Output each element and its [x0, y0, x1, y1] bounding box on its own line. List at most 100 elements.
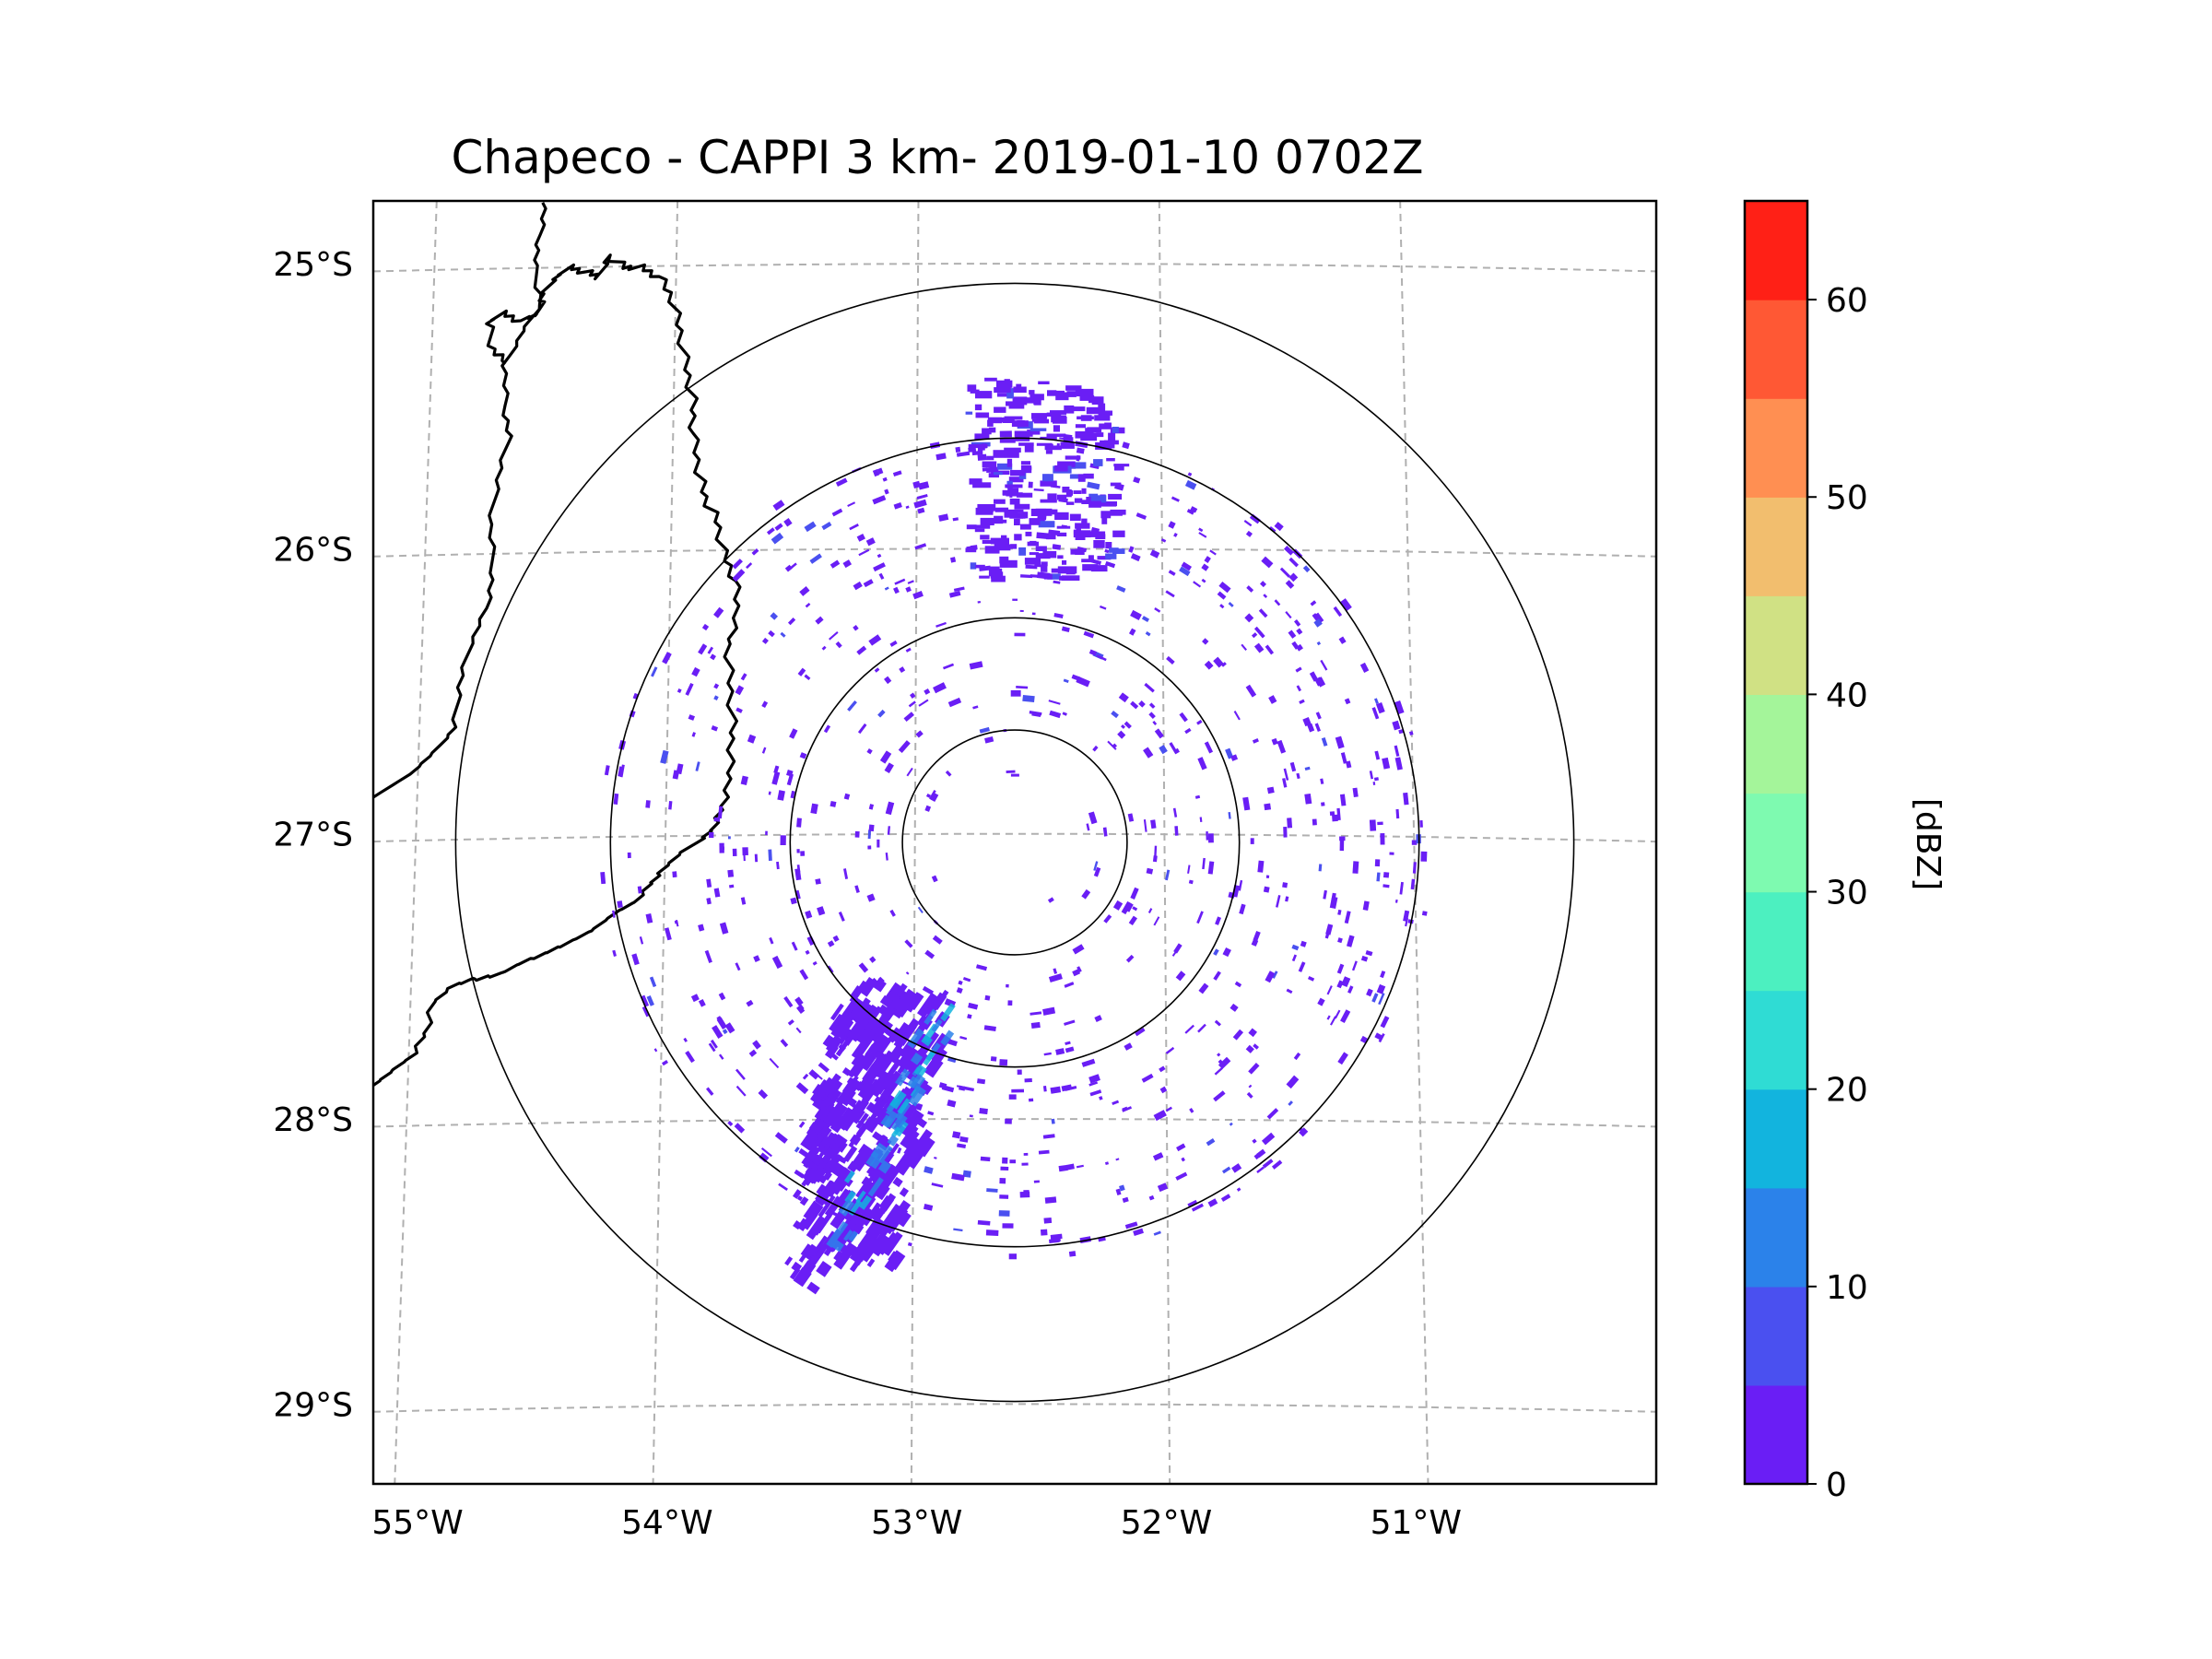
echo-speck [649, 976, 657, 988]
echo-speck [1201, 563, 1209, 571]
echo-speck [872, 468, 880, 477]
chart-title: Chapeco - CAPPI 3 km- 2019-01-10 0702Z [452, 131, 1424, 184]
echo-speck [1332, 814, 1338, 822]
echo-speck [1109, 547, 1119, 553]
echo-speck [1143, 747, 1154, 759]
echo-speck [768, 791, 771, 795]
echo-speck [639, 936, 644, 945]
echo-speck [886, 1216, 898, 1227]
echo-speck [853, 1253, 866, 1266]
echo-speck [1075, 388, 1094, 396]
echo-speck [1330, 1016, 1337, 1026]
echo-speck [1204, 660, 1214, 670]
echo-speck [1371, 993, 1379, 1003]
echo-speck [1160, 538, 1167, 543]
echo-speck [1399, 881, 1404, 895]
border-line [373, 253, 742, 1088]
echo-speck [916, 494, 928, 500]
echo-speck [974, 404, 982, 411]
echo-speck [1093, 540, 1105, 548]
echo-core [838, 1198, 855, 1217]
echo-speck [1283, 545, 1294, 556]
echo-speck [967, 384, 977, 392]
echo-speck [1315, 712, 1322, 720]
echo-speck [917, 507, 925, 514]
echo-speck [982, 461, 997, 467]
echo-speck [1064, 1019, 1076, 1026]
echo-speck [1040, 436, 1057, 440]
echo-speck [1230, 1003, 1239, 1012]
echo-speck [1378, 993, 1385, 1006]
echo-speck [1371, 707, 1380, 720]
echo-speck [646, 994, 654, 1006]
lat-tick-label: 25°S [273, 246, 353, 284]
echo-speck [977, 448, 983, 455]
echo-core [910, 1073, 926, 1091]
echo-speck [1374, 750, 1381, 760]
echo-speck [827, 1087, 839, 1100]
echo-speck [1242, 796, 1251, 811]
echo-speck [1352, 861, 1359, 874]
echo-speck [1094, 1015, 1102, 1022]
echo-speck [1018, 442, 1034, 446]
echo-speck [1165, 1106, 1172, 1112]
echo-speck [987, 417, 1003, 424]
echo-speck [1051, 568, 1065, 573]
echo-speck [895, 982, 908, 997]
echo-speck [645, 800, 651, 808]
echo-speck [1006, 770, 1016, 773]
echo-speck [812, 1083, 822, 1096]
colorbar-segment [1745, 1286, 1807, 1386]
echo-speck [1229, 1122, 1233, 1126]
echo-speck [718, 1053, 724, 1060]
echo-speck [1033, 418, 1050, 424]
echo-speck [914, 543, 927, 550]
echo-speck [797, 1257, 818, 1281]
echo-speck [975, 524, 991, 529]
echo-speck [1153, 916, 1160, 926]
echo-speck [1111, 711, 1119, 719]
echo-speck [1421, 911, 1428, 916]
range-ring [789, 617, 1241, 1068]
echo-speck [897, 1047, 915, 1069]
echo-speck [1035, 546, 1047, 551]
echo-speck [1040, 499, 1057, 503]
echo-speck [853, 581, 863, 591]
echo-speck [1027, 429, 1041, 435]
echo-speck [1031, 413, 1048, 419]
echo-speck [1193, 581, 1202, 588]
echo-speck [618, 766, 622, 777]
echo-core [877, 1159, 892, 1174]
echo-speck [753, 955, 760, 962]
echo-speck [1288, 572, 1299, 582]
echo-speck [1365, 949, 1373, 957]
echo-speck [984, 735, 994, 744]
echo-speck [957, 1143, 967, 1149]
echo-speck [1207, 833, 1214, 843]
echo-speck [1130, 700, 1139, 710]
echo-speck [795, 1082, 809, 1095]
echo-speck [773, 765, 780, 774]
echo-speck [1077, 416, 1094, 420]
echo-speck [796, 849, 800, 853]
echo-speck [810, 1079, 831, 1104]
echo-speck [798, 1147, 809, 1158]
echo-speck [965, 411, 973, 415]
echo-speck [904, 1120, 918, 1137]
echo-core [907, 1028, 924, 1049]
echo-speck [1080, 434, 1098, 441]
echo-speck [996, 418, 1006, 423]
echo-speck [993, 450, 1006, 458]
echo-speck [1041, 561, 1048, 567]
echo-speck [816, 1260, 832, 1277]
echo-speck [1077, 474, 1086, 482]
echo-speck [1004, 447, 1021, 453]
echo-speck [1296, 772, 1300, 780]
echo-speck [1340, 752, 1347, 764]
echo-speck [727, 1120, 734, 1127]
echo-speck [955, 446, 961, 453]
echo-speck [972, 705, 979, 710]
echo-speck [865, 1018, 882, 1036]
echo-speck [660, 749, 669, 764]
echo-speck [1133, 477, 1141, 484]
